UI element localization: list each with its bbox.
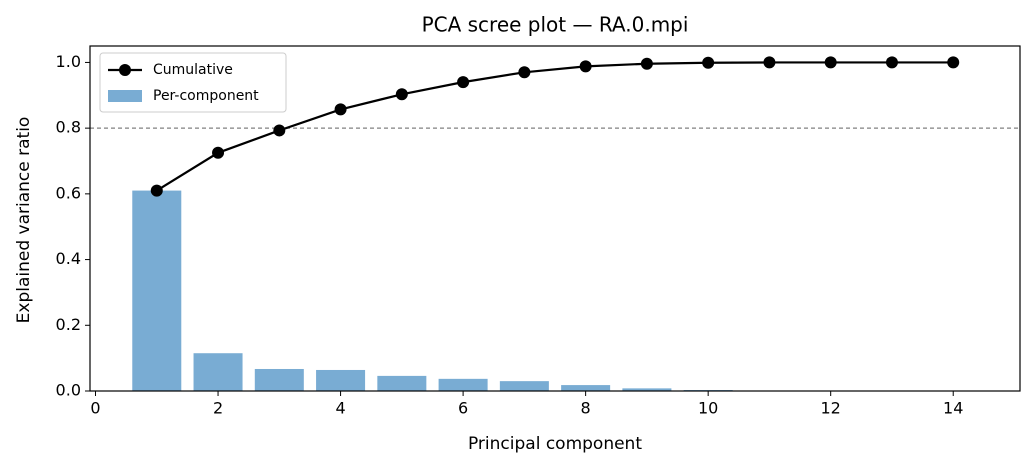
x-axis-label: Principal component [468, 434, 642, 454]
marker [335, 103, 347, 115]
bar [132, 191, 181, 391]
x-tick-label: 10 [698, 399, 718, 418]
y-tick-label: 0.0 [56, 381, 81, 400]
y-tick-label: 0.8 [56, 118, 81, 137]
bar [561, 385, 610, 391]
marker [641, 58, 653, 70]
chart-title: PCA scree plot — RA.0.mpi [422, 13, 689, 37]
y-tick-label: 0.6 [56, 183, 81, 202]
marker [763, 56, 775, 68]
x-tick-label: 2 [213, 399, 223, 418]
x-tick-label: 0 [90, 399, 100, 418]
y-tick-label: 0.4 [56, 249, 81, 268]
marker [151, 185, 163, 197]
marker [273, 124, 285, 136]
x-tick-label: 8 [581, 399, 591, 418]
marker [518, 66, 530, 78]
bar [377, 376, 426, 391]
x-tick-label: 4 [335, 399, 345, 418]
marker [825, 56, 837, 68]
legend-marker [119, 64, 131, 76]
y-tick-label: 0.2 [56, 315, 81, 334]
bar [500, 381, 549, 391]
x-tick-label: 12 [821, 399, 841, 418]
legend-patch [108, 90, 142, 102]
x-tick-label: 14 [943, 399, 963, 418]
bar [194, 353, 243, 391]
marker [702, 57, 714, 69]
bar [439, 379, 488, 391]
marker [947, 56, 959, 68]
marker [396, 88, 408, 100]
bar [255, 369, 304, 391]
y-tick-label: 1.0 [56, 52, 81, 71]
y-axis-label: Explained variance ratio [14, 117, 34, 324]
x-tick-label: 6 [458, 399, 468, 418]
legend-label: Cumulative [153, 62, 233, 78]
marker [457, 76, 469, 88]
bar [316, 370, 365, 391]
legend-label: Per-component [153, 88, 259, 104]
marker [886, 56, 898, 68]
marker [580, 60, 592, 72]
marker [212, 147, 224, 159]
